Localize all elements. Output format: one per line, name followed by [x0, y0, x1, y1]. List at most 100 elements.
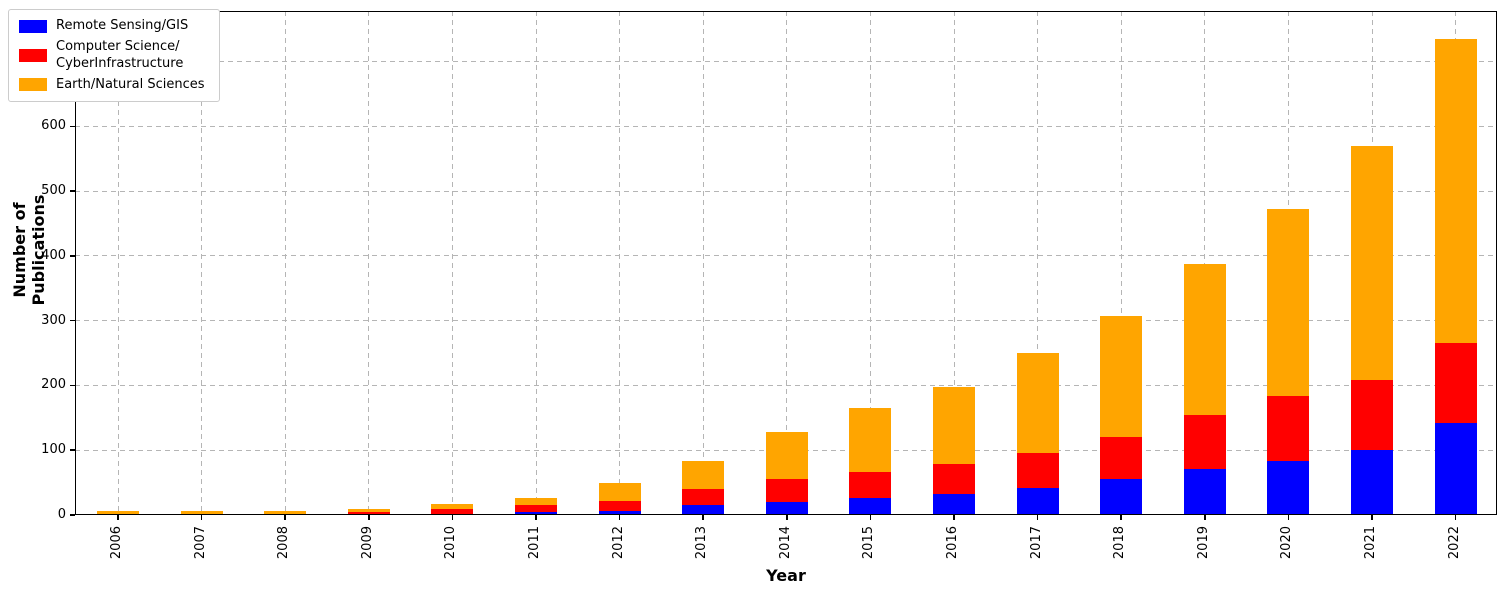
y-tick-label: 400 — [41, 247, 66, 263]
bar-segment — [515, 497, 557, 505]
legend-item: Computer Science/ CyberInfrastructure — [19, 39, 205, 72]
gridline-horizontal — [75, 255, 1497, 257]
x-tick-label: 2014 — [777, 526, 793, 560]
y-tick-mark — [70, 319, 75, 322]
x-tick-label: 2020 — [1279, 526, 1295, 560]
bar-segment — [347, 514, 390, 515]
bar-segment — [598, 511, 641, 515]
x-tick-label: 2018 — [1112, 526, 1128, 560]
y-tick-mark — [70, 190, 75, 192]
gridline-vertical — [284, 11, 286, 515]
bar-segment — [515, 512, 557, 515]
x-tick-mark — [451, 515, 454, 520]
legend-label: Remote Sensing/GIS — [56, 18, 189, 33]
x-tick-mark — [786, 515, 788, 520]
x-tick-label: 2012 — [610, 526, 626, 560]
gridline-horizontal — [75, 320, 1497, 322]
bar-segment — [347, 508, 390, 513]
y-tick-label: 500 — [41, 183, 66, 199]
bar-segment — [1267, 460, 1310, 515]
legend: Remote Sensing/GIS Computer Science/ Cybe… — [8, 9, 220, 102]
x-tick-label: 2022 — [1446, 526, 1462, 560]
bar-segment — [682, 505, 725, 515]
gridline-horizontal — [75, 61, 1497, 63]
bar-segment — [598, 483, 641, 502]
gridline-vertical — [201, 11, 203, 515]
x-tick-mark — [535, 515, 537, 520]
x-tick-mark — [200, 515, 203, 520]
bar-segment — [180, 513, 223, 515]
y-tick-label: 200 — [41, 377, 66, 393]
bar-segment — [765, 502, 808, 515]
legend-swatch — [19, 19, 47, 33]
x-tick-mark — [117, 515, 119, 520]
x-axis-title: Year — [766, 566, 806, 585]
bar-segment — [849, 472, 892, 499]
legend-label: Earth/Natural Sciences — [56, 76, 205, 92]
gridline-vertical — [786, 11, 788, 515]
gridline-vertical — [1037, 11, 1039, 515]
bar-segment — [765, 479, 808, 503]
bar-segment — [347, 512, 390, 515]
gridline-vertical — [535, 11, 537, 515]
gridline-vertical — [702, 11, 704, 515]
gridline-vertical — [869, 11, 871, 515]
legend-label: Computer Science/ CyberInfrastructure — [56, 39, 184, 71]
y-tick-label: 0 — [57, 507, 66, 522]
bar-segment — [849, 498, 892, 515]
gridline-vertical — [117, 11, 119, 515]
x-tick-label: 2017 — [1028, 526, 1044, 560]
legend-swatch — [19, 49, 47, 62]
x-tick-mark — [618, 515, 621, 520]
bar-segment — [1183, 264, 1226, 416]
bar-segment — [682, 460, 725, 490]
gridline-vertical — [953, 11, 955, 515]
x-tick-mark — [1036, 515, 1039, 520]
x-tick-label: 2021 — [1363, 526, 1378, 560]
gridline-vertical — [368, 11, 370, 515]
x-tick-mark — [1454, 515, 1457, 520]
y-tick-mark — [70, 255, 75, 257]
gridline-horizontal — [75, 125, 1497, 127]
plot-area — [75, 11, 1497, 515]
x-tick-label: 2009 — [359, 526, 375, 560]
gridline-horizontal — [75, 190, 1497, 192]
bar-segment — [431, 513, 474, 515]
bar-segment — [1351, 145, 1393, 380]
x-tick-mark — [702, 515, 704, 520]
bar-segment — [1183, 469, 1226, 515]
x-tick-label: 2006 — [109, 526, 124, 560]
bar-segment — [1016, 353, 1059, 453]
bar-segment — [1434, 423, 1477, 515]
x-tick-mark — [1287, 515, 1290, 520]
y-tick-label: 600 — [41, 118, 66, 134]
y-tick-mark — [70, 125, 75, 128]
x-tick-mark — [284, 515, 286, 520]
x-tick-mark — [869, 515, 872, 520]
bar-segment — [1351, 379, 1393, 451]
bar-segment — [431, 509, 474, 514]
bar-segment — [1434, 343, 1477, 423]
bar-segment — [1100, 316, 1143, 437]
x-tick-label: 2011 — [527, 526, 542, 560]
x-tick-label: 2010 — [443, 526, 459, 560]
y-tick-mark — [70, 384, 75, 387]
bar-segment — [1351, 450, 1393, 515]
bar-segment — [1016, 488, 1059, 515]
bar-segment — [933, 493, 975, 515]
gridline-vertical — [1120, 11, 1122, 515]
bar-segment — [933, 463, 975, 494]
y-tick-mark — [70, 514, 75, 516]
bar-segment — [97, 513, 139, 515]
x-tick-label: 2016 — [945, 526, 960, 560]
legend-item: Remote Sensing/GIS — [19, 18, 205, 34]
bar-segment — [264, 513, 307, 515]
x-tick-label: 2008 — [276, 526, 292, 560]
x-tick-mark — [953, 515, 955, 520]
x-tick-label: 2013 — [694, 526, 710, 560]
bar-segment — [515, 504, 557, 513]
bar-segment — [765, 432, 808, 480]
bar-segment — [1100, 436, 1143, 480]
gridline-vertical — [619, 11, 621, 515]
